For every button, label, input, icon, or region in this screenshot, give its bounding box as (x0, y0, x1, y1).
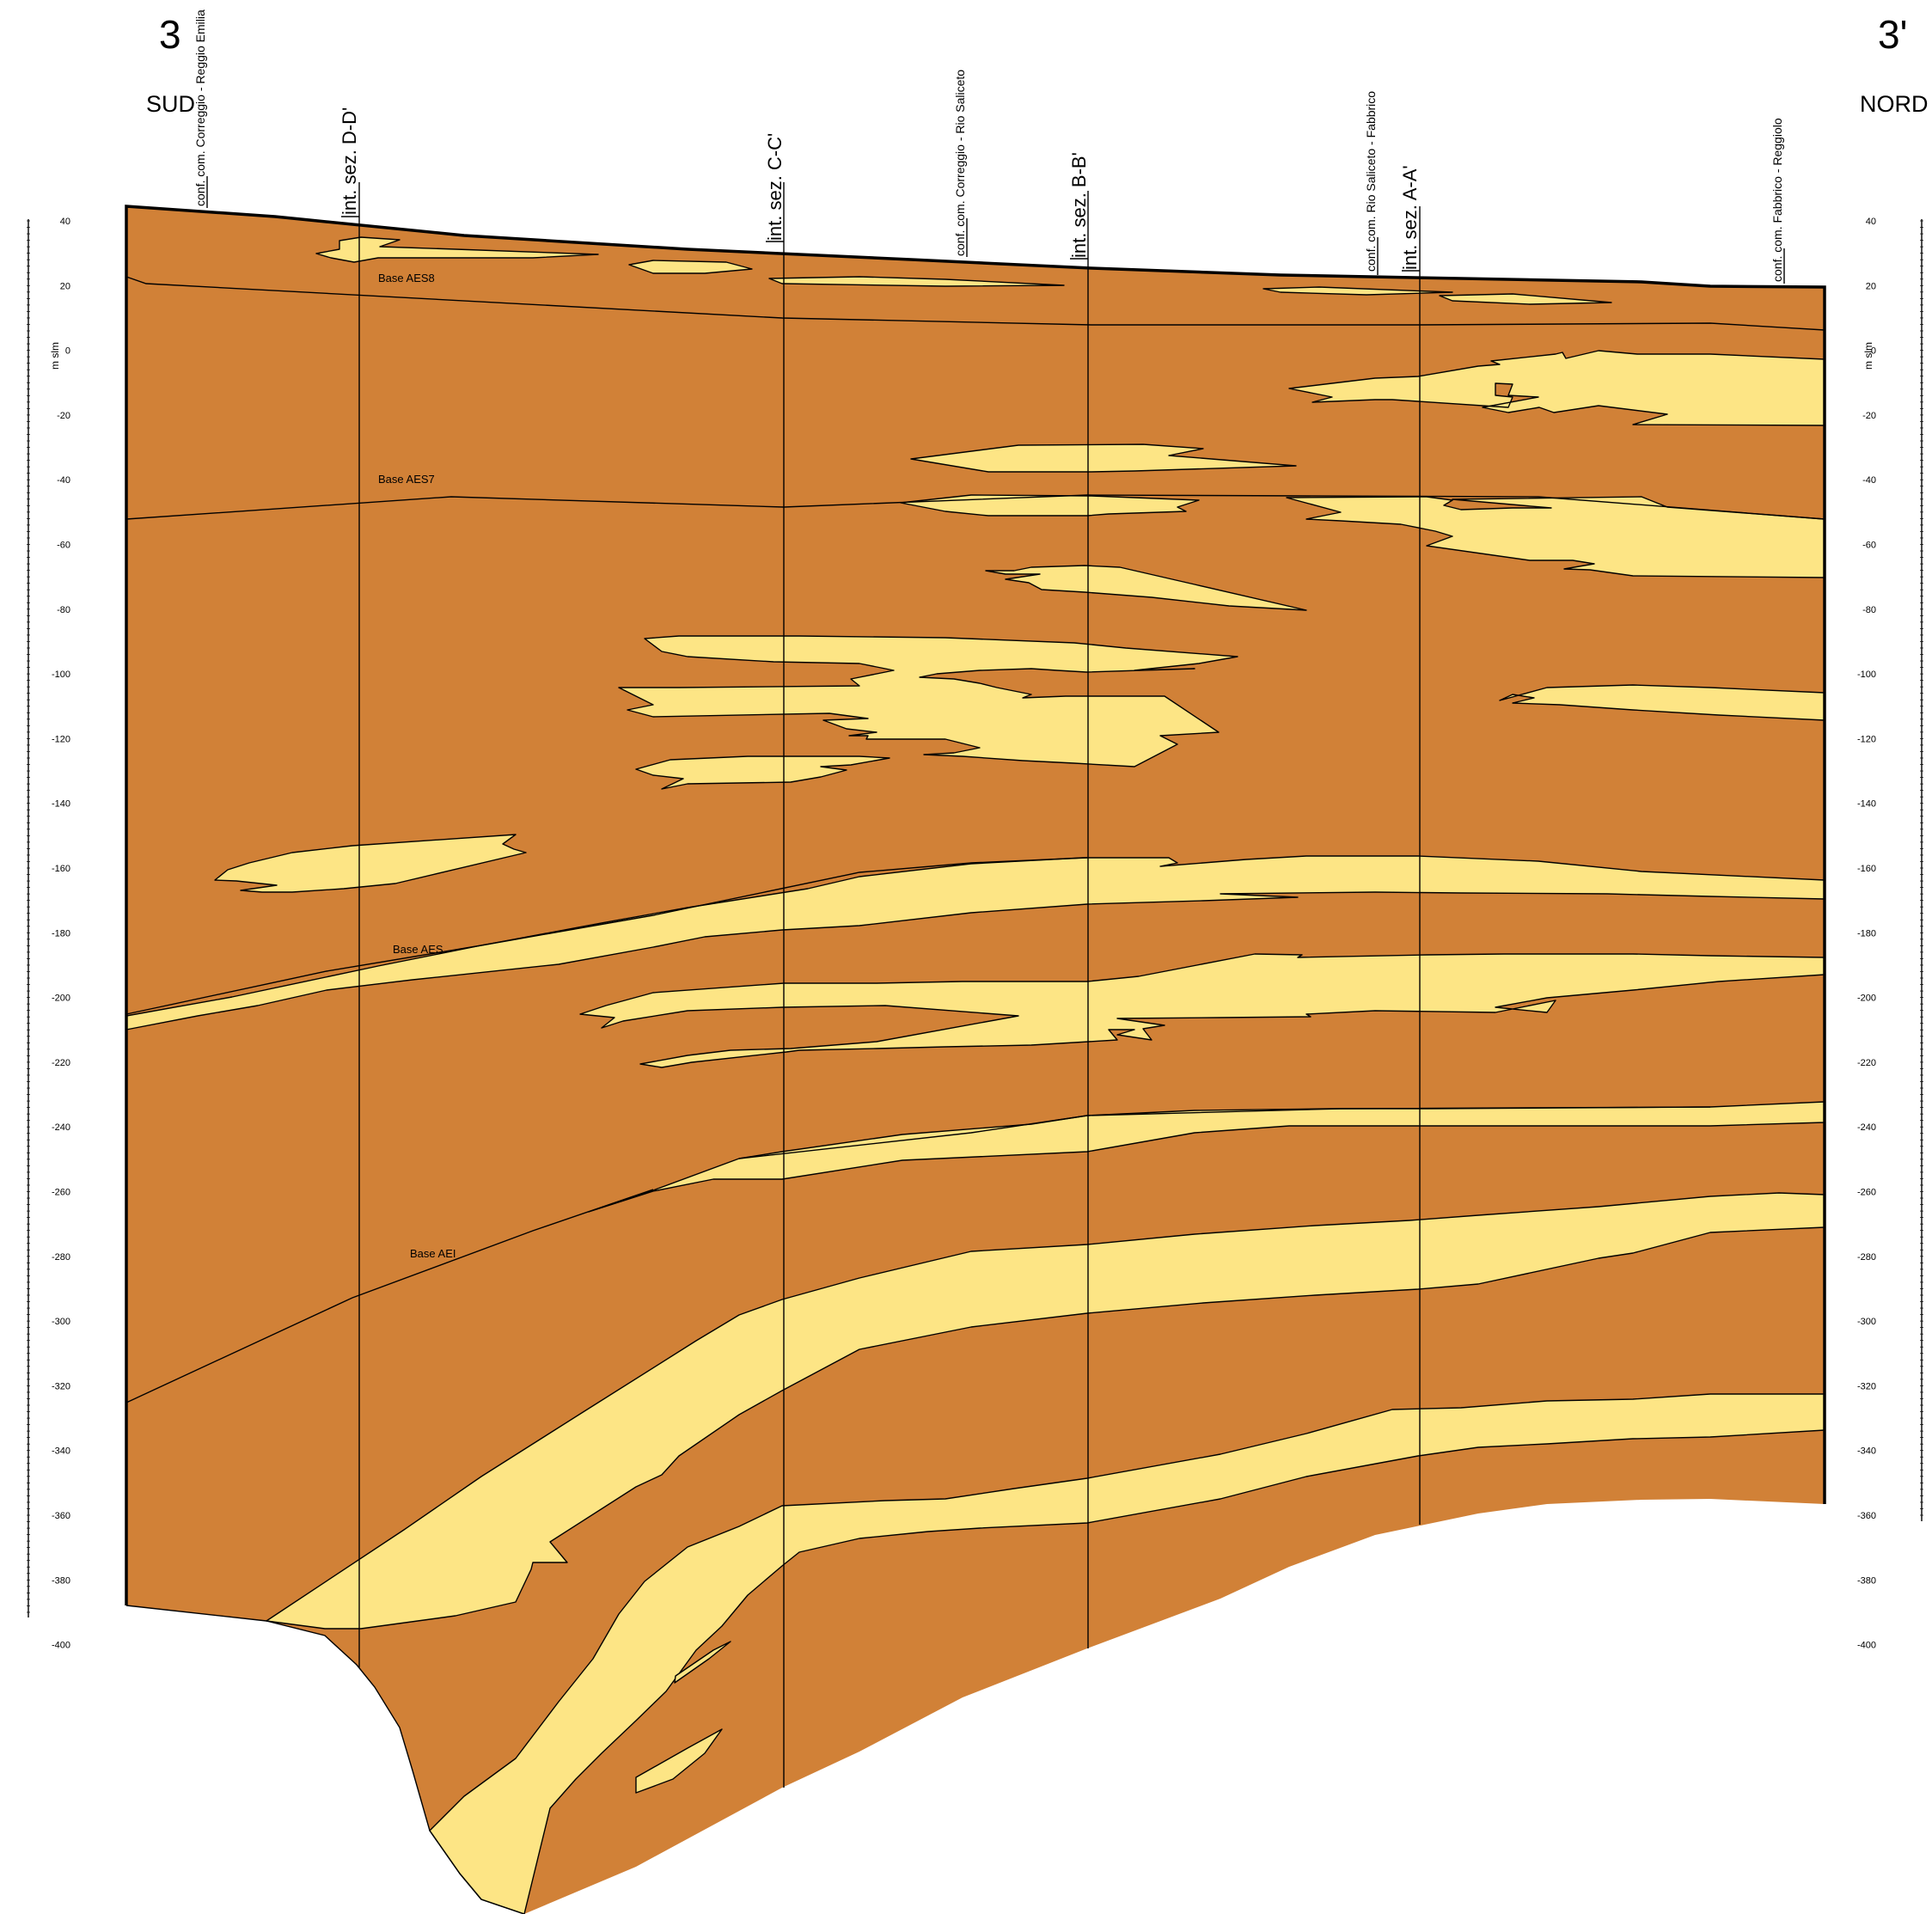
intersection-label: int. sez. B-B' (1068, 152, 1090, 258)
elevation-tick-label: -400 (52, 1641, 70, 1651)
sand-lens (635, 1728, 723, 1794)
elevation-tick-label: 0 (1871, 346, 1876, 357)
elevation-tick-label: -20 (1862, 411, 1876, 421)
elevation-tick-label: 20 (60, 281, 70, 291)
interface-line (738, 1106, 1711, 1159)
sand-lens (910, 443, 1297, 473)
elevation-tick-label: -180 (52, 928, 70, 939)
base-aei-line (125, 1189, 654, 1403)
boundary-label: conf. com. Fabbrico - Reggiolo (1770, 118, 1784, 282)
elevation-tick-label: -400 (1857, 1641, 1876, 1651)
elevation-tick-label: 40 (1866, 217, 1876, 227)
elevation-tick-label: -380 (52, 1575, 70, 1586)
unit-label: Base AEI (410, 1247, 455, 1260)
left-direction-label: SUD (146, 91, 195, 117)
sand-lens (768, 276, 1065, 287)
elevation-tick-label: -40 (1862, 475, 1876, 486)
elevation-tick-label: -100 (1857, 670, 1876, 680)
sand-lens (985, 565, 1307, 611)
elevation-tick-label: -320 (1857, 1381, 1876, 1391)
elevation-tick-label: -80 (1862, 605, 1876, 615)
right-direction-label: NORD (1860, 91, 1929, 117)
elevation-tick-label: -120 (52, 734, 70, 744)
sand-lens (1263, 286, 1453, 296)
sand-lens (1499, 684, 1825, 721)
sand-lens (125, 855, 1825, 1030)
sand-lens (266, 1192, 1825, 1630)
elevation-tick-label: -320 (52, 1381, 70, 1391)
elevation-tick-label: -220 (52, 1058, 70, 1068)
elevation-tick-label: -240 (1857, 1122, 1876, 1133)
elevation-tick-label: -280 (1857, 1252, 1876, 1263)
boundary-label: conf. com. Correggio - Reggio Emilia (193, 9, 207, 206)
elevation-tick-label: 0 (65, 346, 70, 357)
right-end-label: 3' (1878, 12, 1907, 57)
elevation-tick-label: -20 (57, 411, 70, 421)
elevation-tick-label: -340 (1857, 1446, 1876, 1457)
elevation-tick-label: -120 (1857, 734, 1876, 744)
elevation-tick-label: -80 (57, 605, 70, 615)
elevation-tick-label: -340 (52, 1446, 70, 1457)
left-end-label: 3 (159, 12, 181, 57)
intersection-label: int. sez. C-C' (764, 133, 786, 241)
elevation-tick-label: -240 (52, 1122, 70, 1133)
elevation-tick-label: -300 (52, 1317, 70, 1327)
elevation-tick-label: 20 (1866, 281, 1876, 291)
elevation-tick-label: -380 (1857, 1575, 1876, 1586)
base-aes7-line (125, 494, 1825, 520)
left-unit-label: m slm (49, 342, 61, 370)
elevation-tick-label: -60 (57, 541, 70, 551)
left-elevation-axis: m slm 40 20 0 -20 -40 -60 -80 -100 -120 -140 -160 -… (27, 217, 70, 1651)
sand-lens (315, 236, 599, 263)
intersection-label: int. sez. D-D' (339, 107, 360, 215)
sand-lens (1439, 293, 1612, 305)
unit-label: Base AES (393, 943, 443, 956)
intersection-label: int. sez. A-A' (1399, 165, 1421, 270)
boundary-markers (206, 176, 1785, 284)
sand-lens (1286, 496, 1825, 578)
elevation-tick-label: -300 (1857, 1317, 1876, 1327)
elevation-tick-label: -100 (52, 670, 70, 680)
sand-lens (429, 1393, 1825, 1914)
intersection-lines (358, 182, 1421, 1788)
base-aes8-line (125, 276, 1825, 331)
base-aes-line (125, 857, 1088, 1015)
sand-lens (674, 1641, 731, 1684)
elevation-tick-label: -40 (57, 475, 70, 486)
elevation-tick-label: -260 (52, 1188, 70, 1198)
boundary-label: conf. com. Rio Saliceto - Fabbrico (1364, 91, 1378, 272)
section-outline (125, 205, 1826, 1605)
sand-lens (1288, 350, 1825, 426)
unit-label: Base AES7 (378, 473, 435, 486)
sand-lens (214, 834, 527, 893)
elevation-tick-label: -220 (1857, 1058, 1876, 1068)
sand-lens (635, 755, 890, 790)
elevation-tick-label: -200 (1857, 994, 1876, 1004)
elevation-tick-label: -360 (52, 1511, 70, 1521)
elevation-tick-label: -180 (1857, 928, 1876, 939)
elevation-tick-label: -200 (52, 994, 70, 1004)
sand-lens (900, 494, 1200, 517)
elevation-tick-label: -60 (1862, 541, 1876, 551)
sand-lens (618, 635, 1238, 767)
elevation-tick-label: -280 (52, 1252, 70, 1263)
unit-label: Base AES8 (378, 272, 435, 284)
right-elevation-axis: m slm 40 20 0 -20 -40 -60 -80 -100 -120 -140 -160 -… (1857, 217, 1923, 1651)
elevation-tick-label: -140 (1857, 799, 1876, 810)
sand-lens (579, 953, 1825, 1068)
section-bottom (125, 1605, 525, 1914)
elevation-tick-label: -140 (52, 799, 70, 810)
boundary-label: conf. com. Correggio - Rio Saliceto (953, 70, 967, 256)
sand-lens (628, 260, 753, 274)
elevation-tick-label: -260 (1857, 1188, 1876, 1198)
elevation-tick-label: -160 (1857, 864, 1876, 874)
elevation-tick-label: -160 (52, 864, 70, 874)
elevation-tick-label: 40 (60, 217, 70, 227)
elevation-tick-label: -360 (1857, 1511, 1876, 1521)
right-unit-label: m slm (1862, 342, 1874, 370)
